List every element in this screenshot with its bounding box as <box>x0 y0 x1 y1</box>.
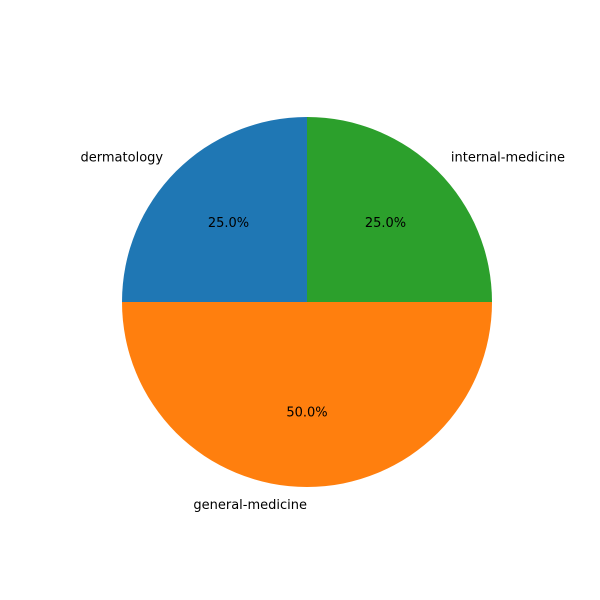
pie-labels: dermatology 25.0% general-medicine 50.0% int… <box>81 151 565 513</box>
pie-slice-internal-medicine <box>307 117 492 302</box>
slice-label-dermatology: dermatology <box>81 151 164 166</box>
percent-label-dermatology: 25.0% <box>208 216 249 231</box>
pie-slice-dermatology <box>122 117 307 302</box>
percent-label-general-medicine: 50.0% <box>286 406 327 421</box>
pie-slices <box>122 117 492 487</box>
percent-label-internal-medicine: 25.0% <box>365 216 406 231</box>
slice-label-general-medicine: general-medicine <box>193 498 307 513</box>
slice-label-internal-medicine: internal-medicine <box>451 151 565 166</box>
pie-slice-general-medicine <box>122 302 492 487</box>
